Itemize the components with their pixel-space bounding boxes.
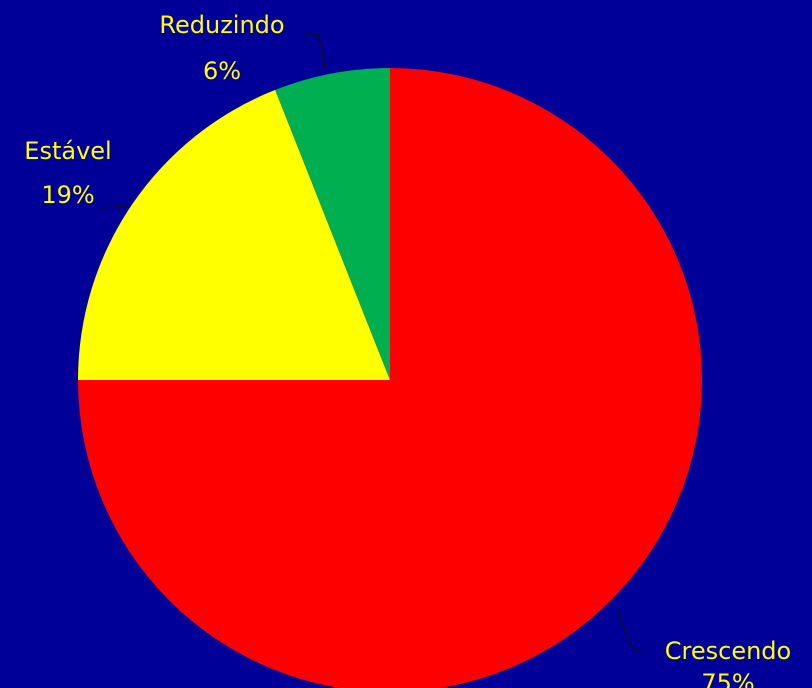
pie-slice <box>78 68 702 688</box>
pie-slice <box>78 89 390 381</box>
pie-slice <box>275 68 390 380</box>
leader-line <box>99 205 129 209</box>
slice-value-label: 6% <box>203 57 241 85</box>
slice-label: Estável <box>24 137 111 165</box>
slice-label: Crescendo <box>665 637 791 665</box>
slice-value-label: 19% <box>41 181 94 209</box>
slice-value-label: 75% <box>701 669 754 688</box>
leader-line <box>304 33 327 73</box>
leader-line <box>617 611 643 653</box>
slice-label: Reduzindo <box>159 11 284 39</box>
